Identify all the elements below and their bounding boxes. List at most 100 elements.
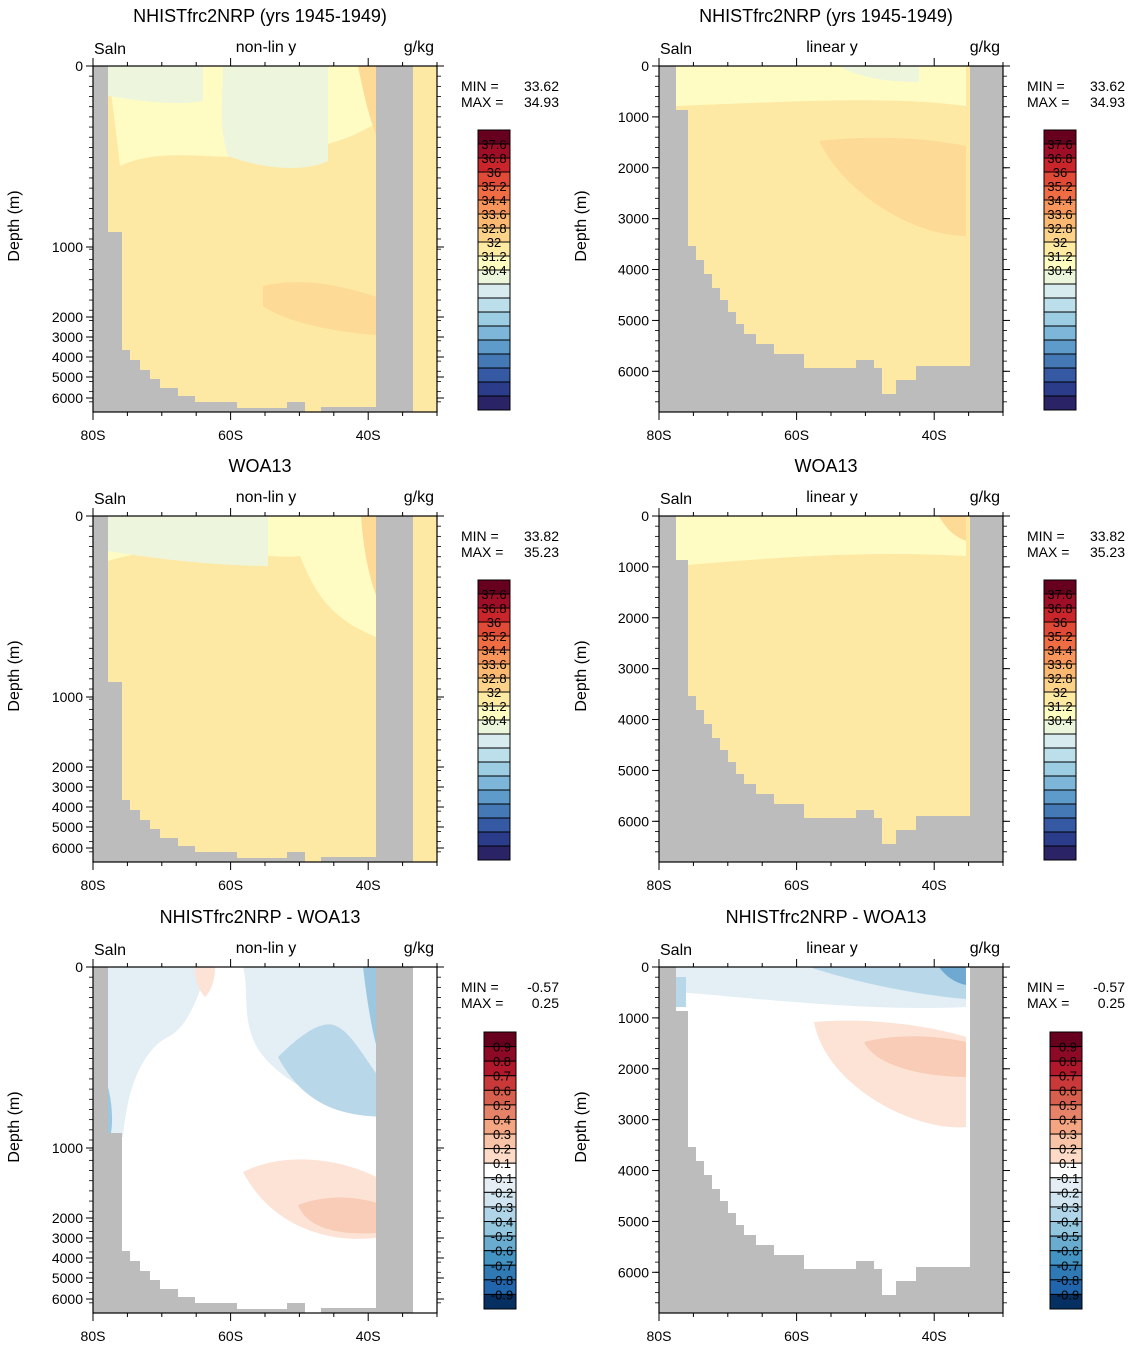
colorbar-label: -0.2 [491, 1185, 513, 1200]
x-tick-label: 80S [81, 877, 106, 893]
field-neg-edge [108, 1087, 113, 1137]
field-fresh-patch [108, 66, 203, 104]
field-layer [659, 66, 1003, 412]
field-fresh-core [839, 66, 919, 82]
x-tick-label: 80S [647, 877, 672, 893]
y-axis-label: Depth (m) [573, 190, 590, 261]
colorbar-label: 33.6 [1047, 207, 1072, 222]
field-upper-layer [676, 66, 966, 106]
y-tick-label: 0 [641, 959, 649, 975]
stat-min-value: 33.62 [524, 78, 559, 94]
colorbar-swatch [477, 367, 511, 383]
y-axis-label: Depth (m) [6, 1091, 23, 1162]
colorbar-swatch [483, 1293, 517, 1310]
x-tick-label: 60S [784, 1328, 809, 1344]
colorbar-label: 37.6 [1047, 137, 1072, 152]
y-tick-label: 3000 [52, 1230, 83, 1246]
x-tick-label: 80S [647, 427, 672, 443]
colorbar-label: 0.8 [1059, 1054, 1077, 1069]
y-tick-label: 3000 [618, 661, 649, 677]
colorbar-label: 0.9 [493, 1040, 511, 1055]
colorbar-label: 0.5 [493, 1098, 511, 1113]
colorbar-label: -0.3 [1057, 1200, 1079, 1215]
field-layer [659, 516, 1003, 862]
colorbar-label: 0.1 [493, 1156, 511, 1171]
y-tick-label: 0 [75, 508, 83, 524]
stat-max-label: MAX = [461, 94, 503, 110]
x-tick-label: 80S [81, 1328, 106, 1344]
colorbar-label: 36 [1053, 165, 1067, 180]
stat-min-value: -0.57 [1093, 979, 1125, 995]
panel-p5: NHISTfrc2NRP - WOA13 Saln non-lin y g/kg 0 10… [6, 907, 559, 1344]
colorbar-label: 32.8 [481, 221, 506, 236]
colorbar-label: 35.2 [481, 179, 506, 194]
colorbar-label: 35.2 [481, 629, 506, 644]
units-label: g/kg [404, 940, 434, 957]
y-tick-label: 5000 [618, 762, 649, 778]
scale-label: non-lin y [236, 940, 296, 957]
colorbar-swatch [477, 733, 511, 749]
colorbar-label: 0.6 [493, 1083, 511, 1098]
stat-min-label: MIN = [461, 528, 499, 544]
colorbar-swatch [477, 339, 511, 355]
colorbar-swatch [1043, 353, 1077, 369]
y-tick-label: 5000 [52, 819, 83, 835]
y-tick-label: 4000 [52, 799, 83, 815]
colorbar-swatch [1043, 381, 1077, 397]
colorbar-label: 0.6 [1059, 1083, 1077, 1098]
field-upper-layer [676, 516, 966, 566]
x-tick-label: 40S [922, 427, 947, 443]
colorbar-swatch [1043, 789, 1077, 805]
colorbar-swatch [1049, 1293, 1083, 1310]
colorbar-label: 36.8 [1047, 151, 1072, 166]
colorbar-swatch [1043, 733, 1077, 749]
y-tick-label: 5000 [618, 312, 649, 328]
colorbar-label: 33.6 [481, 207, 506, 222]
colorbar-swatch [477, 747, 511, 763]
field-pos-core [864, 1036, 966, 1077]
colorbar-label: 37.6 [1047, 587, 1072, 602]
y-tick-label: 3000 [52, 779, 83, 795]
field-neg-mid [278, 1024, 400, 1117]
stat-max-value: 35.23 [1090, 544, 1125, 560]
variable-label: Saln [94, 41, 126, 58]
y-tick-label: 5000 [52, 369, 83, 385]
colorbar-label: -0.7 [491, 1258, 513, 1273]
variable-label: Saln [94, 491, 126, 508]
units-label: g/kg [404, 489, 434, 506]
variable-label: Saln [94, 942, 126, 959]
stat-min-value: -0.57 [527, 979, 559, 995]
colorbar-label: -0.5 [1057, 1229, 1079, 1244]
y-tick-label: 1000 [52, 239, 83, 255]
colorbar-label: 0.2 [493, 1142, 511, 1157]
colorbar-swatch [1043, 775, 1077, 791]
colorbar-swatch [477, 395, 511, 411]
colorbar-label: 0.7 [1059, 1069, 1077, 1084]
x-tick-label: 60S [218, 877, 243, 893]
y-tick-label: 4000 [618, 1163, 649, 1179]
colorbar-label: -0.5 [491, 1229, 513, 1244]
colorbar-label: -0.1 [1057, 1171, 1079, 1186]
y-tick-label: 4000 [52, 349, 83, 365]
y-tick-label: 0 [75, 58, 83, 74]
y-tick-label: 3000 [618, 1112, 649, 1128]
colorbar-label: -0.6 [491, 1244, 513, 1259]
x-tick-label: 60S [784, 427, 809, 443]
colorbar-swatch [1043, 845, 1077, 861]
stat-max-label: MAX = [1027, 544, 1069, 560]
colorbar-label: 34.4 [1047, 193, 1072, 208]
colorbar-label: 32 [487, 685, 501, 700]
colorbar-swatch [477, 775, 511, 791]
colorbar-label: 36 [487, 615, 501, 630]
y-tick-label: 6000 [52, 840, 83, 856]
stat-min-value: 33.82 [1090, 528, 1125, 544]
stat-min-label: MIN = [1027, 979, 1065, 995]
x-tick-label: 40S [922, 877, 947, 893]
colorbar-swatch [477, 803, 511, 819]
field-neg-edge [676, 977, 686, 1007]
stat-max-value: 0.25 [1098, 995, 1125, 1011]
land-mask [93, 516, 413, 862]
colorbar-swatch [477, 831, 511, 847]
panel-p6: NHISTfrc2NRP - WOA13 Saln linear y g/kg 0 100… [573, 907, 1125, 1344]
